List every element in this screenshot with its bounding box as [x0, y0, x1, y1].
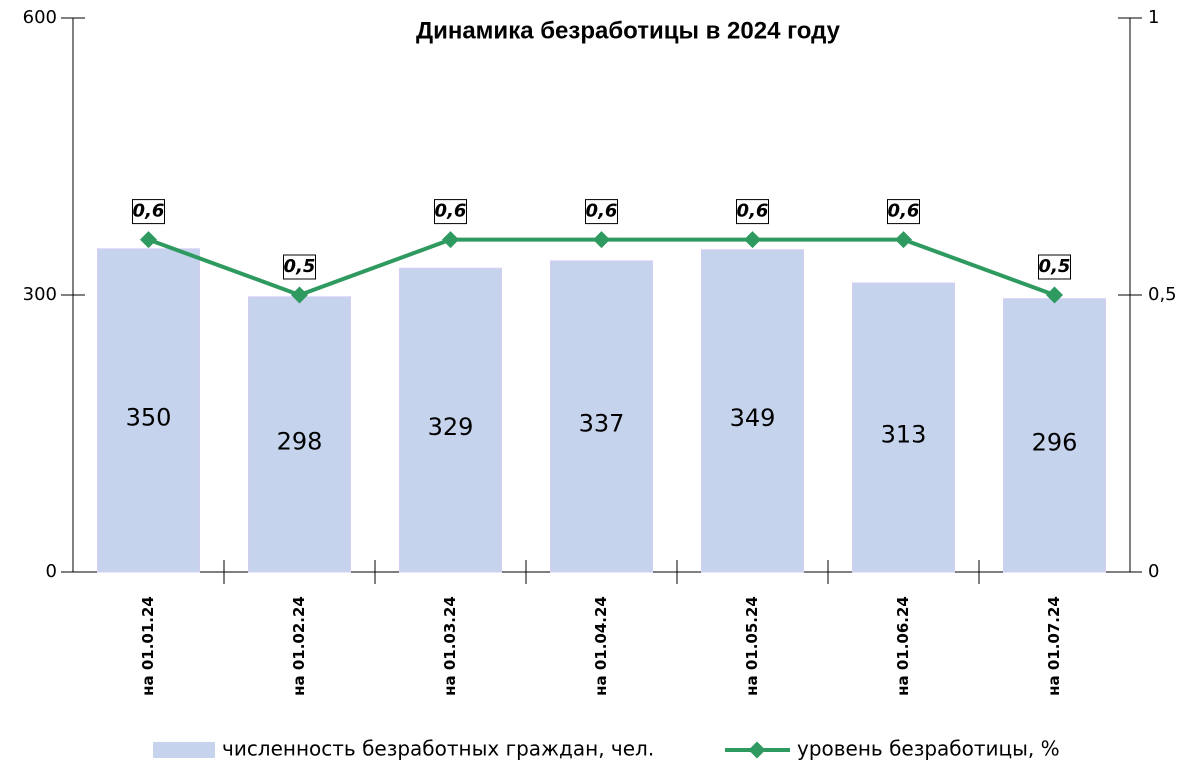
x-tick-label: на 01.06.24	[894, 596, 912, 696]
bar	[97, 248, 200, 573]
bar	[248, 296, 351, 573]
line-value-label: 0,6	[586, 201, 618, 222]
value-label-box	[283, 254, 316, 280]
value-label-box	[1038, 254, 1071, 280]
x-tick-label: на 01.02.24	[290, 596, 308, 696]
line-value-label: 0,6	[888, 201, 920, 222]
legend-label: численность безработных граждан, чел.	[222, 737, 654, 761]
line-value-label: 0,6	[737, 201, 769, 222]
y2-tick-label: 1	[1148, 7, 1159, 28]
line-marker	[291, 286, 308, 304]
bar	[399, 267, 502, 573]
legend-swatch	[153, 742, 215, 758]
bar-value-label: 329	[428, 413, 474, 441]
value-label-box	[132, 199, 165, 225]
chart-title: Динамика безработицы в 2024 году	[416, 17, 841, 44]
line-value-label: 0,6	[133, 201, 165, 222]
line-marker	[140, 231, 157, 249]
bar-value-label: 337	[579, 409, 625, 437]
y-tick-label: 0	[46, 561, 57, 582]
x-tick-label: на 01.03.24	[441, 596, 459, 696]
bar-value-label: 296	[1032, 428, 1078, 456]
bar-value-label: 313	[881, 420, 927, 448]
x-tick-label: на 01.01.24	[139, 596, 157, 696]
legend-marker	[748, 741, 766, 759]
line-marker	[895, 231, 912, 249]
line-value-label: 0,5	[284, 256, 316, 277]
bar	[852, 282, 955, 573]
bar-value-label: 350	[126, 403, 172, 431]
y2-tick-label: 0	[1148, 561, 1159, 582]
y-tick-label: 600	[23, 7, 57, 28]
bar	[550, 260, 653, 573]
value-label-box	[585, 199, 618, 225]
bar	[701, 249, 804, 573]
bar-value-label: 298	[277, 427, 323, 455]
value-label-box	[434, 199, 467, 225]
line-value-label: 0,6	[435, 201, 467, 222]
x-tick-label: на 01.07.24	[1045, 596, 1063, 696]
x-tick-label: на 01.04.24	[592, 596, 610, 696]
value-label-box	[887, 199, 920, 225]
line-marker	[593, 231, 610, 249]
y2-tick-label: 0,5	[1148, 284, 1177, 305]
x-tick-label: на 01.05.24	[743, 596, 761, 696]
line-marker	[744, 231, 761, 249]
line-value-label: 0,5	[1039, 256, 1071, 277]
bar-value-label: 349	[730, 404, 776, 432]
legend-label: уровень безработицы, %	[797, 737, 1060, 761]
value-label-box	[736, 199, 769, 225]
line-marker	[442, 231, 459, 249]
y-tick-label: 300	[23, 284, 57, 305]
